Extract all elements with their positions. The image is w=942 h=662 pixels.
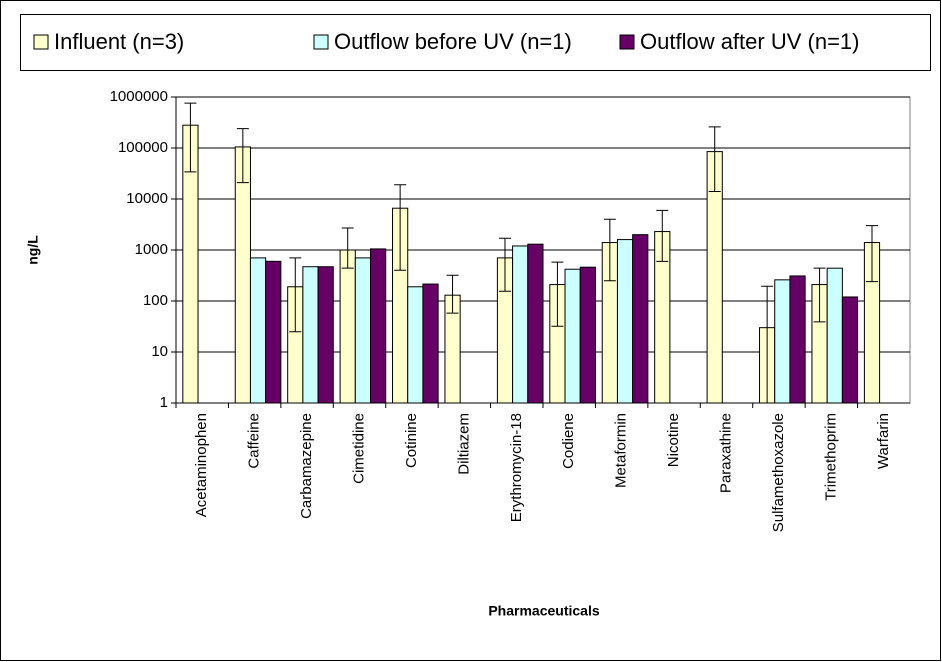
bar [632,234,649,404]
bar [841,296,859,404]
y-tick-label: 1 [160,394,168,411]
bar [317,266,334,404]
x-axis-label: Pharmaceuticals [488,603,599,619]
x-tick-label: Sulfamethoxazole [770,413,787,532]
error-bar [394,184,407,271]
bar [826,267,843,404]
bar [302,266,319,404]
error-bar [446,274,459,314]
bar [422,283,439,404]
legend-label: Outflow after UV (n=1) [640,29,859,54]
x-tick-label: Paraxathine [717,413,734,493]
error-bar [341,227,354,269]
y-tick-label: 1000000 [110,88,168,105]
legend-swatch [313,34,329,50]
bar [512,245,529,404]
x-tick-label: Diltiazem [455,413,472,475]
y-tick-label: 100 [143,292,168,309]
x-tick-label: Nicotine [665,413,682,467]
bar [774,279,791,404]
y-tick-label: 10 [151,343,168,360]
x-tick-label: Trimethoprim [822,413,839,501]
bar [249,257,267,404]
bar [407,286,424,404]
x-tick-label: Cotinine [403,413,420,468]
x-tick-label: Cimetidine [350,413,367,484]
bar [789,275,806,404]
error-bar [551,261,564,327]
error-bar [761,285,774,404]
y-tick-label: 10000 [126,190,168,207]
x-tick-label: Erythromycin-18 [508,413,525,522]
bar [616,239,634,404]
bar [564,268,581,404]
legend-box [20,14,931,71]
bar [527,243,544,404]
legend-swatch [33,34,49,50]
x-tick-label: Acetaminophen [193,413,210,517]
bar [265,260,282,404]
bar [354,257,372,404]
bar [339,249,356,404]
x-tick-label: Warfarin [875,413,892,469]
error-bar [865,225,878,283]
error-bar [498,237,511,292]
bar [579,266,596,404]
x-tick-label: Carbamazepine [298,413,315,519]
x-tick-label: Caffeine [246,413,263,469]
error-bar [603,218,616,282]
error-bar [184,102,197,173]
legend-swatch [619,34,635,50]
legend-label: Outflow before UV (n=1) [334,29,572,54]
y-axis-label: ng/L [25,235,41,265]
bar [234,146,251,404]
error-bar [708,126,721,193]
x-tick-label: Codiene [560,413,577,469]
y-tick-label: 1000 [135,241,168,258]
error-bar [236,128,249,184]
legend-label: Influent (n=3) [54,29,184,54]
x-tick-label: Metaformin [613,413,630,488]
error-bar [656,209,669,262]
error-bar [289,257,302,333]
error-bar [813,267,826,323]
y-tick-label: 100000 [118,139,168,156]
legend: Influent (n=3) Outflow before UV (n=1) Out… [33,29,859,54]
bar [370,248,387,404]
